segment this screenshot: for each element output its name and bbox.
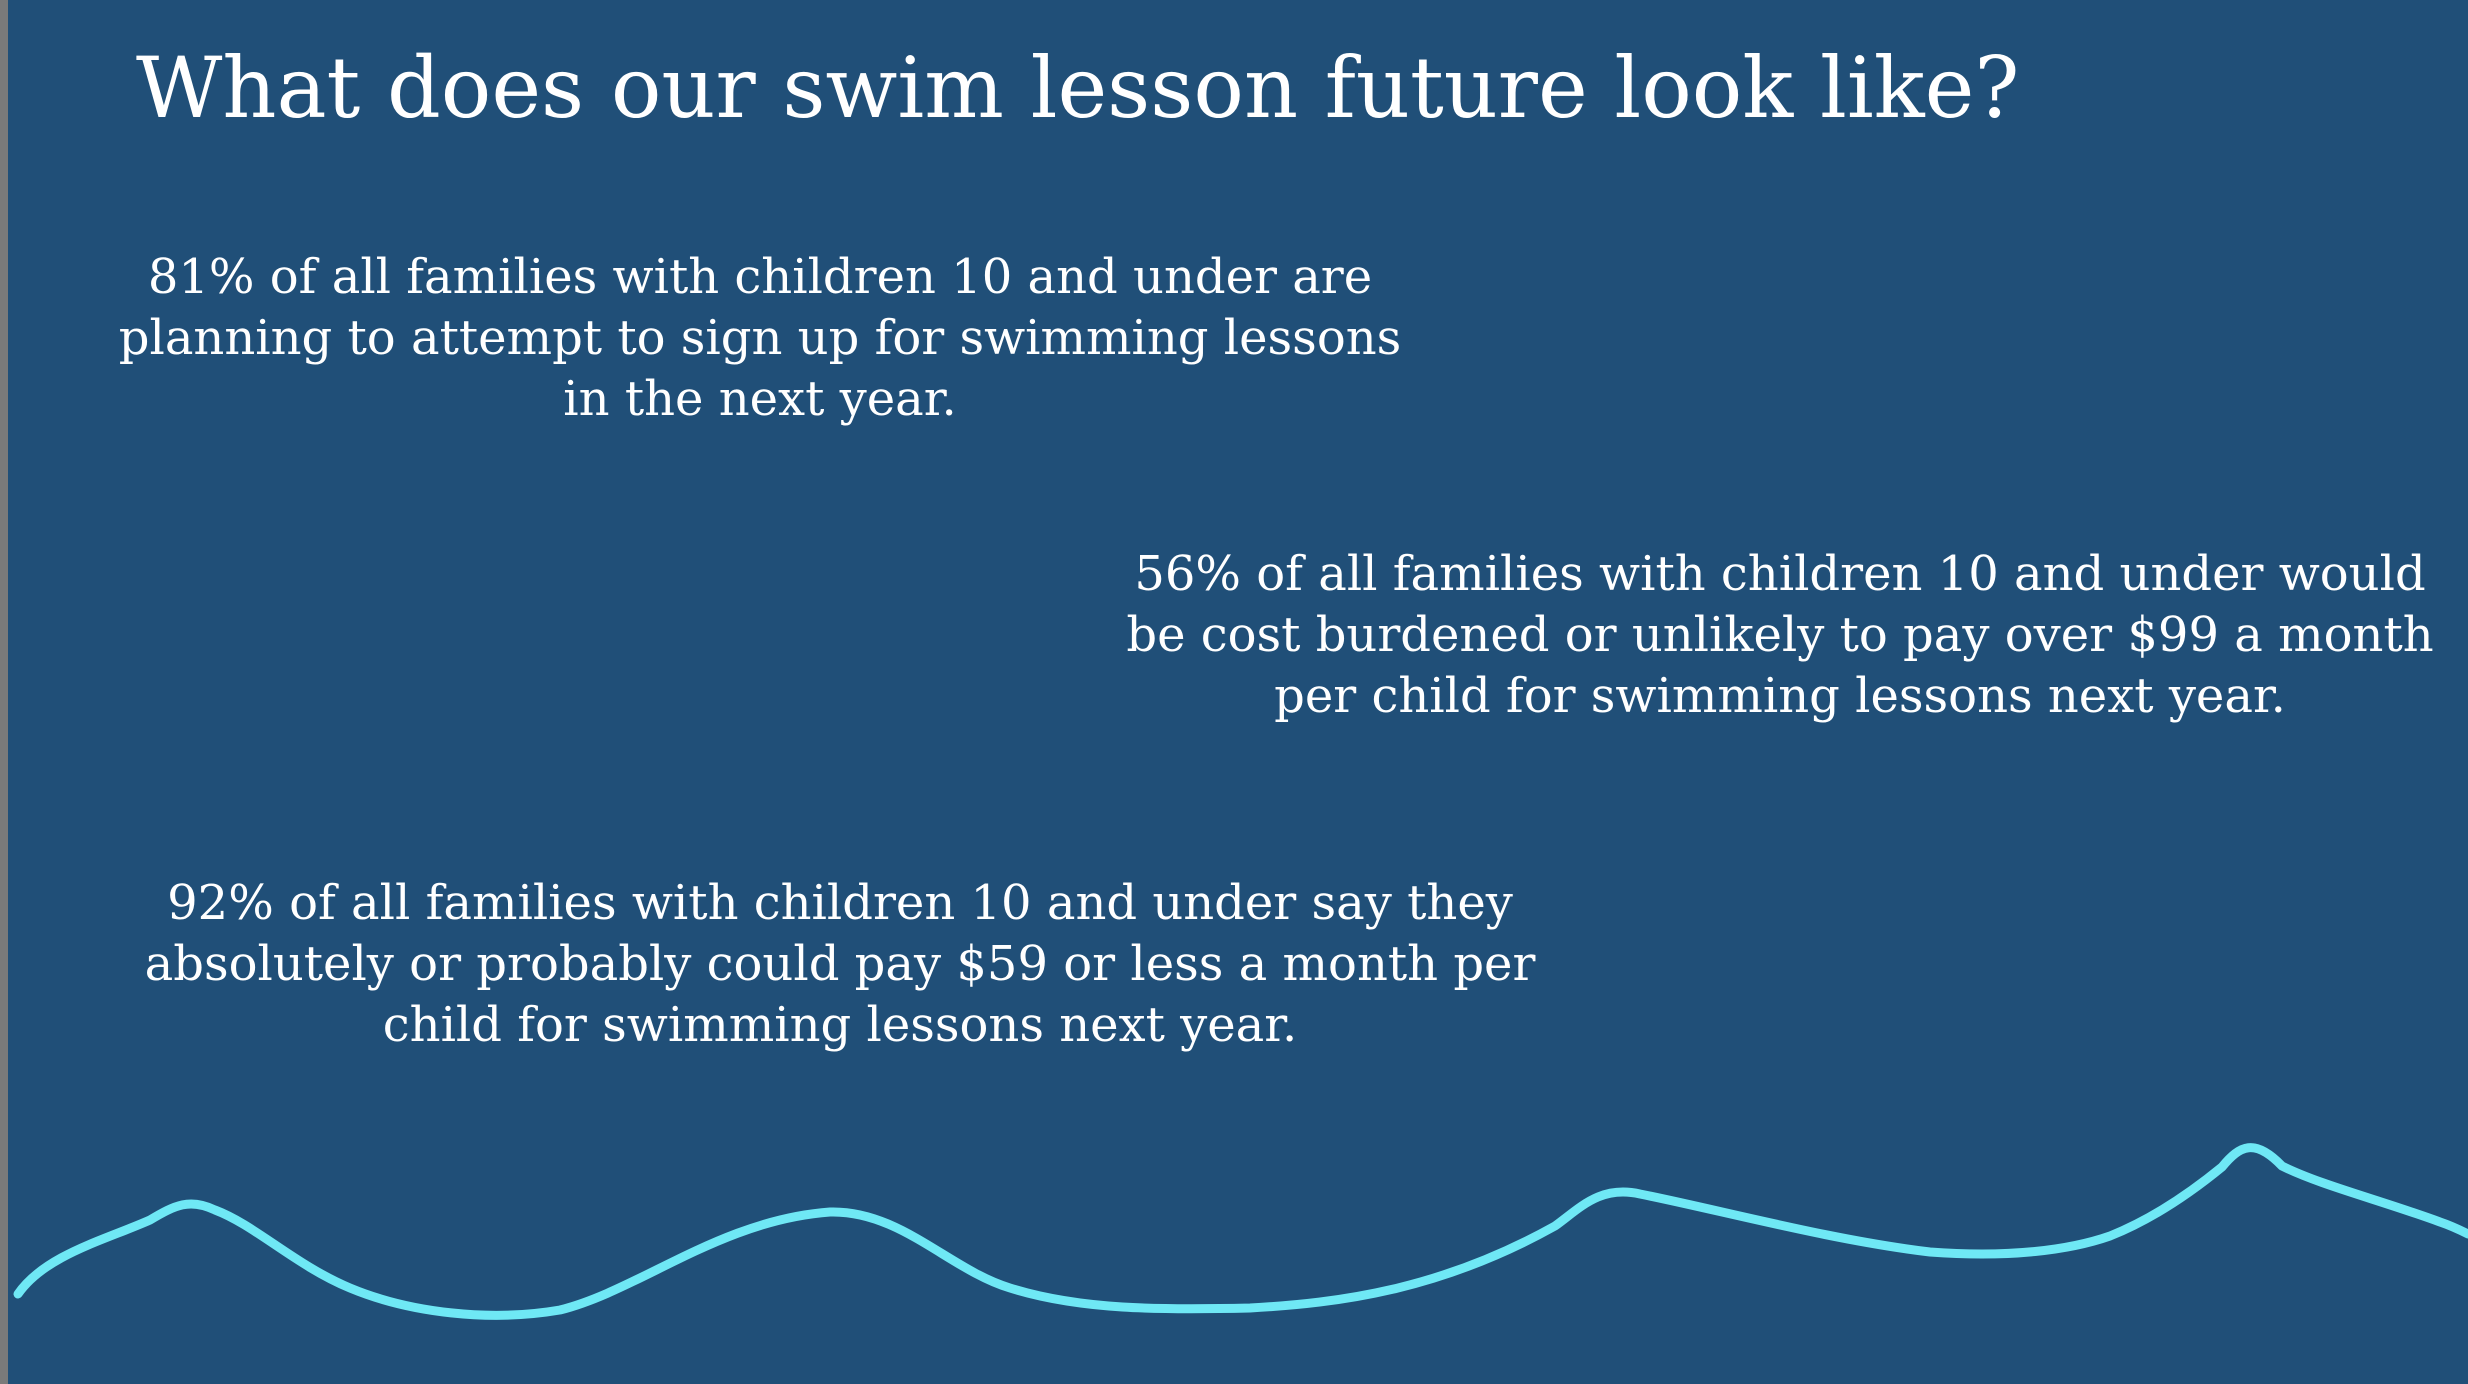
- stat-line: 81% of all families with children 10 and…: [147, 249, 1373, 305]
- stat-block-56-percent: 56% of all families with children 10 and…: [1110, 544, 2450, 727]
- stat-block-81-percent: 81% of all families with children 10 and…: [100, 247, 1420, 430]
- stat-line: per child for swimming lessons next year…: [1274, 668, 2286, 724]
- slide-left-edge: [0, 0, 8, 1384]
- stat-line: absolutely or probably could pay $59 or …: [144, 936, 1536, 992]
- stat-block-92-percent: 92% of all families with children 10 and…: [140, 873, 1540, 1056]
- wave-decoration-line: [13, 1143, 2468, 1320]
- stat-line: 56% of all families with children 10 and…: [1134, 546, 2426, 602]
- stat-line: 92% of all families with children 10 and…: [167, 875, 1513, 931]
- stat-line: planning to attempt to sign up for swimm…: [118, 310, 1402, 366]
- stat-line: child for swimming lessons next year.: [382, 997, 1298, 1053]
- stat-line: be cost burdened or unlikely to pay over…: [1126, 607, 2434, 663]
- slide-title: What does our swim lesson future look li…: [136, 39, 2020, 137]
- stat-line: in the next year.: [563, 371, 957, 427]
